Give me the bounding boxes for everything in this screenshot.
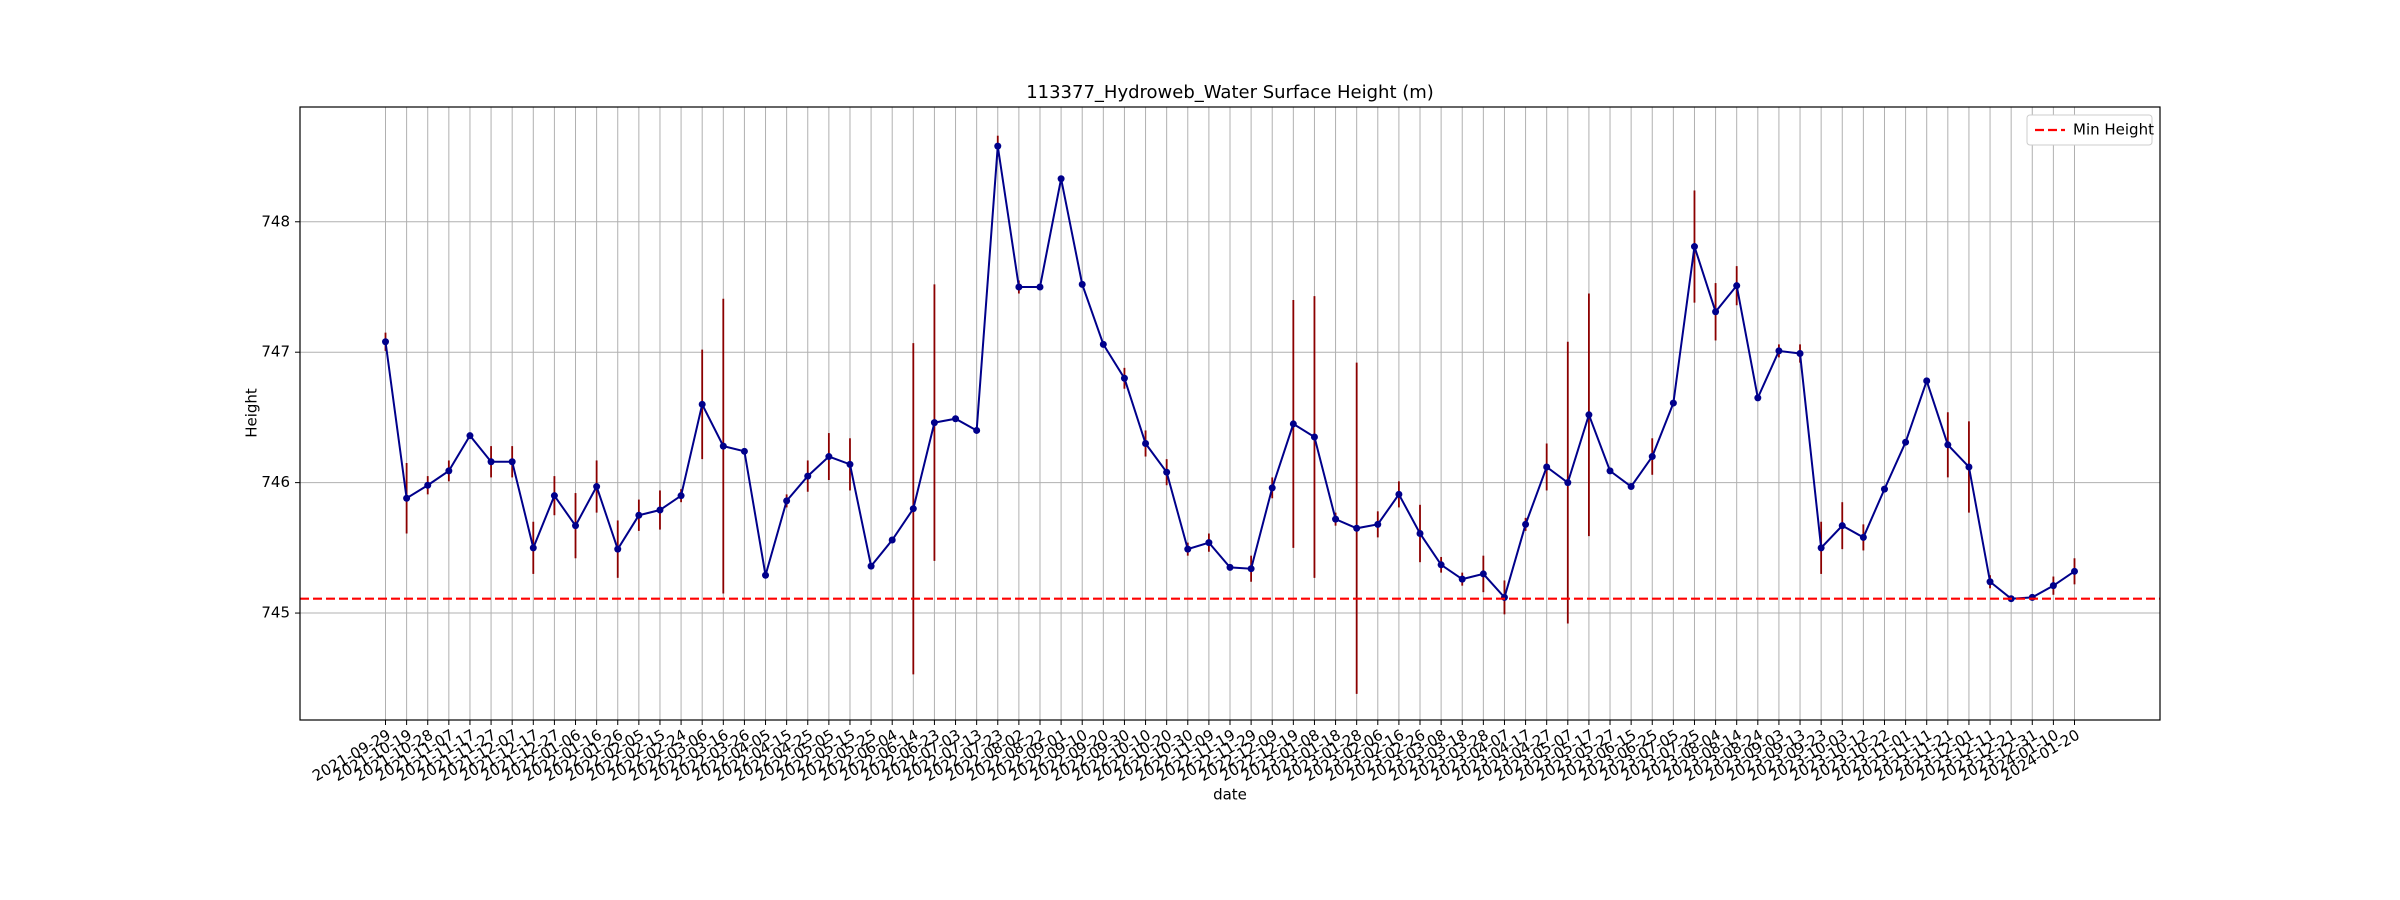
point bbox=[2070, 567, 2078, 575]
point bbox=[698, 400, 706, 408]
point bbox=[614, 545, 622, 553]
point bbox=[1332, 515, 1340, 523]
point bbox=[1838, 522, 1846, 530]
x-axis-label: date bbox=[1213, 786, 1247, 804]
point bbox=[1796, 350, 1804, 358]
chart-title: 113377_Hydroweb_Water Surface Height (m) bbox=[1026, 82, 1434, 103]
point bbox=[1880, 485, 1888, 493]
point bbox=[1564, 479, 1572, 487]
point bbox=[466, 432, 474, 440]
point bbox=[719, 442, 727, 450]
point bbox=[1479, 570, 1487, 578]
point bbox=[1395, 490, 1403, 498]
point bbox=[1690, 243, 1698, 251]
point bbox=[1184, 545, 1192, 553]
point bbox=[952, 415, 960, 423]
point bbox=[888, 536, 896, 544]
point bbox=[1775, 347, 1783, 355]
point bbox=[635, 511, 643, 519]
point bbox=[1606, 467, 1614, 475]
point bbox=[1648, 453, 1656, 461]
point bbox=[508, 458, 516, 466]
point bbox=[1036, 283, 1044, 291]
point bbox=[1099, 340, 1107, 348]
plot-frame bbox=[299, 106, 2161, 721]
point bbox=[656, 506, 664, 514]
point bbox=[1142, 439, 1150, 447]
point bbox=[1627, 483, 1635, 491]
y-tick-label: 748 bbox=[261, 212, 290, 230]
point bbox=[2028, 593, 2036, 601]
point bbox=[445, 467, 453, 475]
point bbox=[1163, 468, 1171, 476]
point bbox=[1289, 420, 1297, 428]
point bbox=[994, 142, 1002, 150]
point bbox=[1078, 280, 1086, 288]
point bbox=[1733, 282, 1741, 290]
point bbox=[403, 494, 411, 502]
point bbox=[825, 453, 833, 461]
point bbox=[1522, 520, 1530, 528]
point bbox=[1437, 561, 1445, 569]
point bbox=[1543, 463, 1551, 471]
point bbox=[1353, 524, 1361, 532]
point bbox=[1374, 520, 1382, 528]
point bbox=[677, 492, 685, 500]
point bbox=[1057, 175, 1065, 183]
point bbox=[382, 338, 390, 346]
point bbox=[1310, 433, 1318, 441]
point bbox=[1226, 563, 1234, 571]
point bbox=[2049, 582, 2057, 590]
point bbox=[572, 522, 580, 530]
point bbox=[487, 458, 495, 466]
point bbox=[1247, 565, 1255, 573]
point bbox=[1859, 533, 1867, 541]
point bbox=[1416, 529, 1424, 537]
y-tick-label: 746 bbox=[261, 473, 290, 491]
point bbox=[1669, 399, 1677, 407]
point bbox=[1902, 438, 1910, 446]
point bbox=[909, 505, 917, 513]
point bbox=[1965, 463, 1973, 471]
point bbox=[1585, 411, 1593, 419]
point bbox=[846, 460, 854, 468]
point bbox=[740, 447, 748, 455]
point bbox=[1754, 394, 1762, 402]
point bbox=[1500, 593, 1508, 601]
point bbox=[762, 571, 770, 579]
legend-box bbox=[2026, 114, 2153, 146]
point bbox=[1923, 377, 1931, 385]
point bbox=[783, 497, 791, 505]
point bbox=[424, 481, 432, 489]
point bbox=[867, 562, 875, 570]
point bbox=[930, 419, 938, 427]
point bbox=[1120, 374, 1128, 382]
point bbox=[1712, 308, 1720, 316]
point bbox=[973, 426, 981, 434]
point bbox=[1944, 441, 1952, 449]
point bbox=[804, 472, 812, 480]
point bbox=[1986, 578, 1994, 586]
point bbox=[1817, 544, 1825, 552]
point bbox=[1458, 575, 1466, 583]
point bbox=[550, 492, 558, 500]
point bbox=[529, 544, 537, 552]
y-tick-label: 745 bbox=[261, 604, 290, 622]
y-axis-label: Height bbox=[243, 388, 261, 438]
legend-label: Min Height bbox=[2073, 121, 2154, 139]
point bbox=[593, 483, 601, 491]
point bbox=[1268, 484, 1276, 492]
point bbox=[1015, 283, 1023, 291]
y-tick-label: 747 bbox=[261, 343, 290, 361]
point bbox=[1205, 539, 1213, 547]
